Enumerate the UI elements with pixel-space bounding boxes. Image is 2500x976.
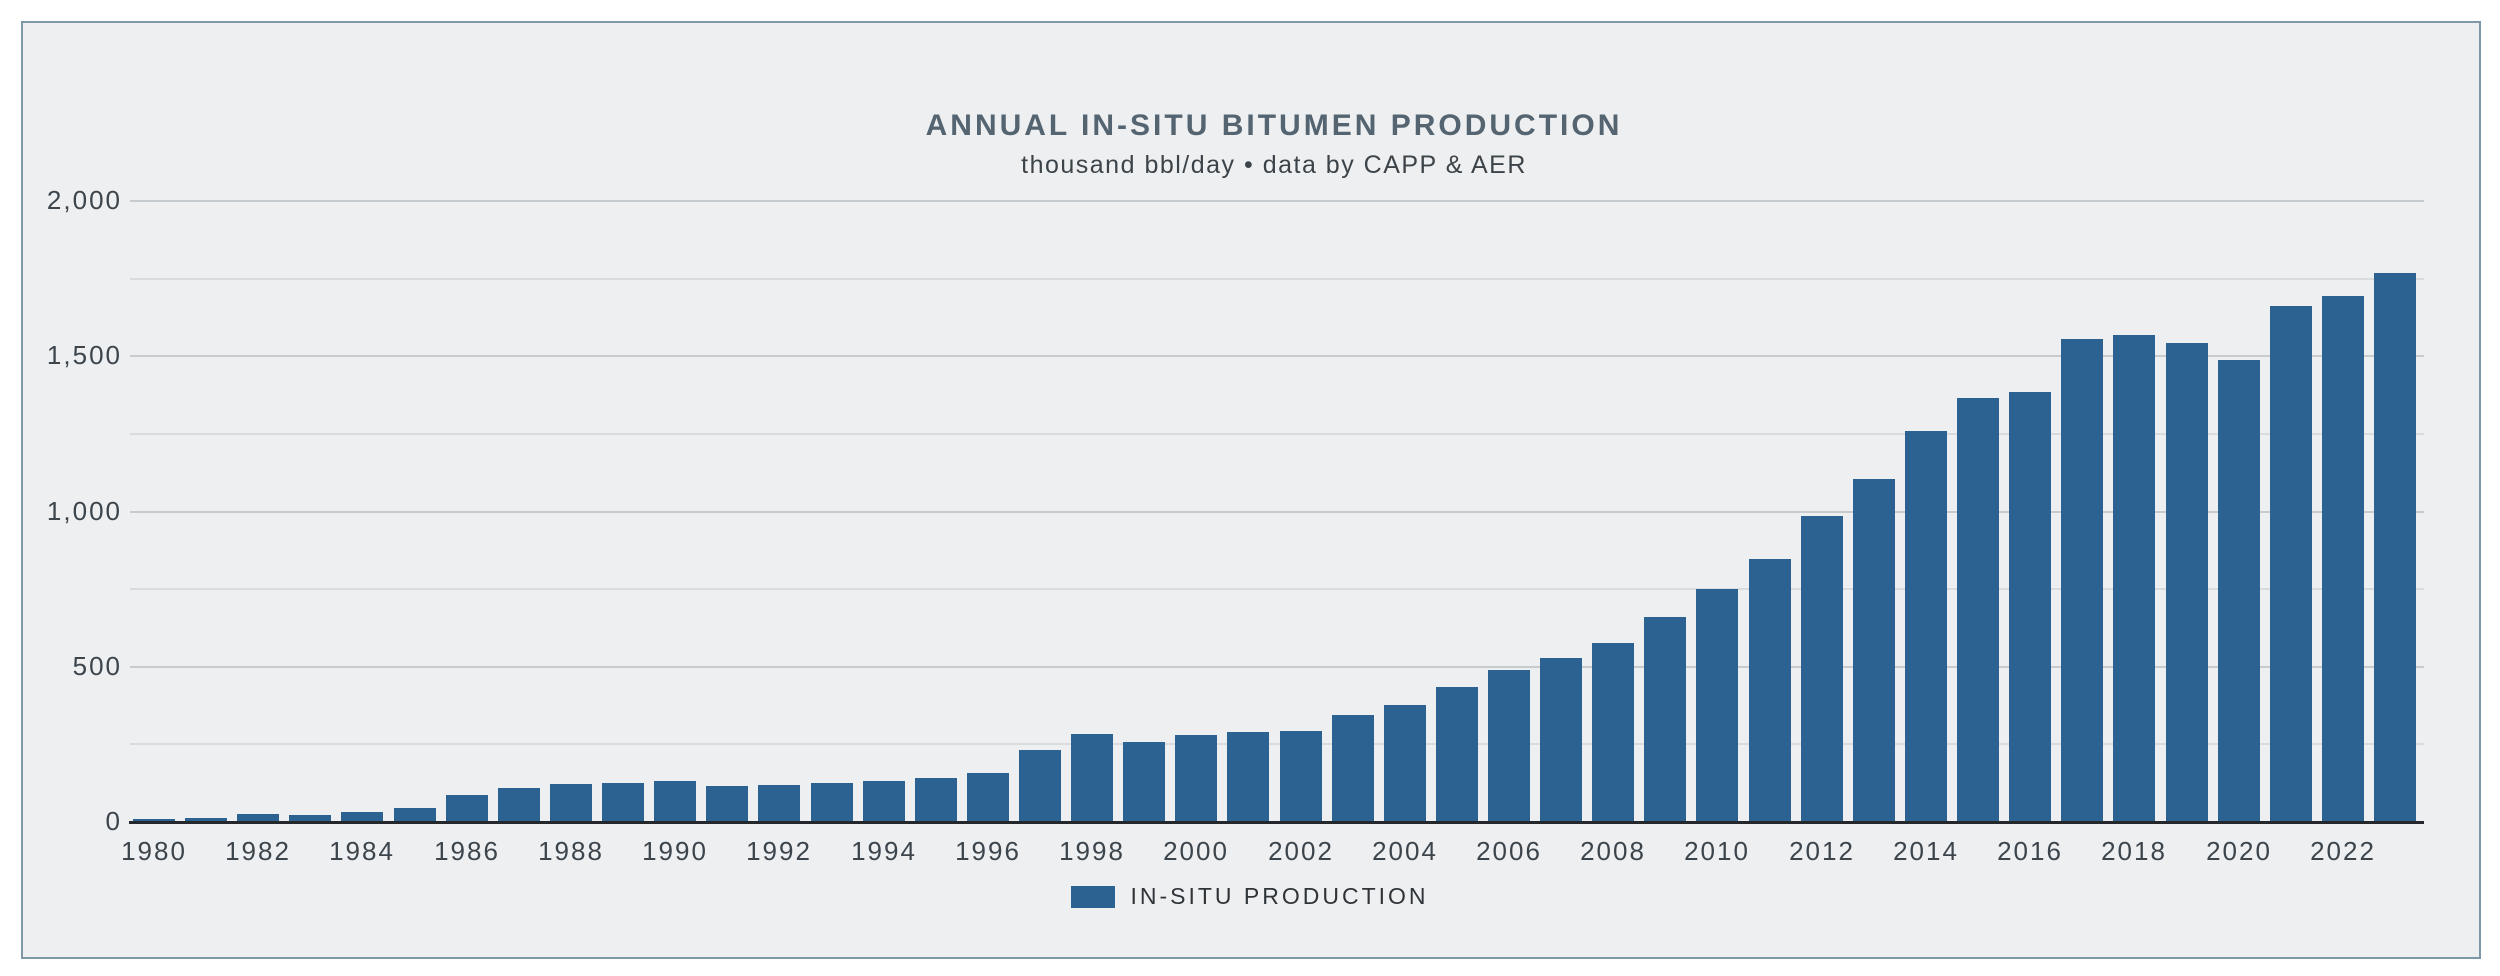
bar-2021 [2270,306,2312,822]
bar-1987 [498,788,540,822]
bar-2012 [1801,516,1843,822]
bar-1995 [915,778,957,822]
bar-1982 [237,814,279,822]
bar-2007 [1540,658,1582,822]
x-axis-tick-label: 2004 [1372,836,1438,866]
bar-1986 [446,795,488,822]
bar-1992 [758,785,800,822]
legend-swatch [1071,885,1116,908]
bar-1996 [967,773,1009,822]
x-axis-tick-label: 1998 [1059,836,1125,866]
bar-1989 [602,783,644,822]
gridline-minor [130,277,2424,280]
bar-1985 [394,808,436,822]
bar-2013 [1853,479,1895,822]
bar-1998 [1071,734,1113,822]
x-axis-tick-label: 1996 [955,836,1021,866]
y-axis-tick-label: 0 [105,806,122,836]
x-axis-tick-label: 2018 [2101,836,2167,866]
bar-1984 [341,812,383,822]
bar-2008 [1592,643,1634,822]
bar-2019 [2166,343,2208,822]
bar-2018 [2113,335,2155,822]
x-axis-tick-label: 1992 [746,836,812,866]
y-axis-tick-label: 1,500 [46,340,122,371]
gridline-major [130,355,2424,358]
bar-2017 [2061,339,2103,822]
x-axis-tick-label: 1980 [121,836,187,866]
bar-2010 [1696,589,1738,822]
bar-1988 [550,784,592,822]
gridline-minor [130,432,2424,435]
x-axis-tick-label: 2014 [1893,836,1959,866]
bar-2015 [1957,398,1999,822]
x-axis-tick-label: 2016 [1997,836,2063,866]
chart-legend: IN-SITU PRODUCTION [0,883,2500,910]
gridline-minor [130,743,2424,746]
x-axis-tick-label: 2000 [1163,836,1229,866]
x-axis-tick-label: 2022 [2310,836,2376,866]
bar-1983 [289,815,331,822]
x-axis-tick-label: 2006 [1476,836,1542,866]
bar-2014 [1905,431,1947,822]
bar-1993 [811,783,853,822]
bar-1990 [654,781,696,822]
x-axis-tick-label: 2002 [1268,836,1334,866]
bar-1997 [1019,750,1061,822]
x-axis-tick-label: 1990 [642,836,708,866]
bar-2023 [2374,273,2416,822]
chart-subtitle: thousand bbl/day • data by CAPP & AER [1021,151,1527,179]
bar-2020 [2218,360,2260,822]
bar-2009 [1644,617,1686,822]
legend-label: IN-SITU PRODUCTION [1130,883,1429,909]
gridline-minor [130,588,2424,591]
x-axis-line [129,821,2424,824]
gridline-major [130,510,2424,513]
bar-1991 [706,786,748,822]
bar-2001 [1227,732,1269,822]
x-axis-tick-label: 1984 [329,836,395,866]
bar-2011 [1749,559,1791,822]
chart-title: ANNUAL IN-SITU BITUMEN PRODUCTION [925,109,1623,142]
bar-2004 [1384,705,1426,822]
y-axis-tick-label: 500 [72,650,122,681]
x-axis-tick-label: 1986 [434,836,500,866]
x-axis-tick-label: 1982 [225,836,291,866]
x-axis-tick-label: 2012 [1789,836,1855,866]
bar-2005 [1436,687,1478,822]
bar-1980 [133,819,175,822]
bar-2022 [2322,296,2364,822]
bar-1994 [863,781,905,822]
x-axis-tick-label: 2010 [1684,836,1750,866]
x-axis-tick-label: 2008 [1580,836,1646,866]
gridline-major [130,200,2424,202]
bar-2002 [1280,731,1322,822]
bar-1981 [185,818,227,822]
bar-1999 [1123,742,1165,822]
bar-2003 [1332,715,1374,822]
y-axis-tick-label: 2,000 [46,185,122,215]
x-axis-tick-label: 2020 [2206,836,2272,866]
bar-2006 [1488,670,1530,822]
bar-2016 [2009,392,2051,822]
gridline-major [130,665,2424,668]
x-axis-tick-label: 1994 [851,836,917,866]
y-axis-tick-label: 1,000 [46,495,122,526]
x-axis-tick-label: 1988 [538,836,604,866]
bar-2000 [1175,735,1217,822]
